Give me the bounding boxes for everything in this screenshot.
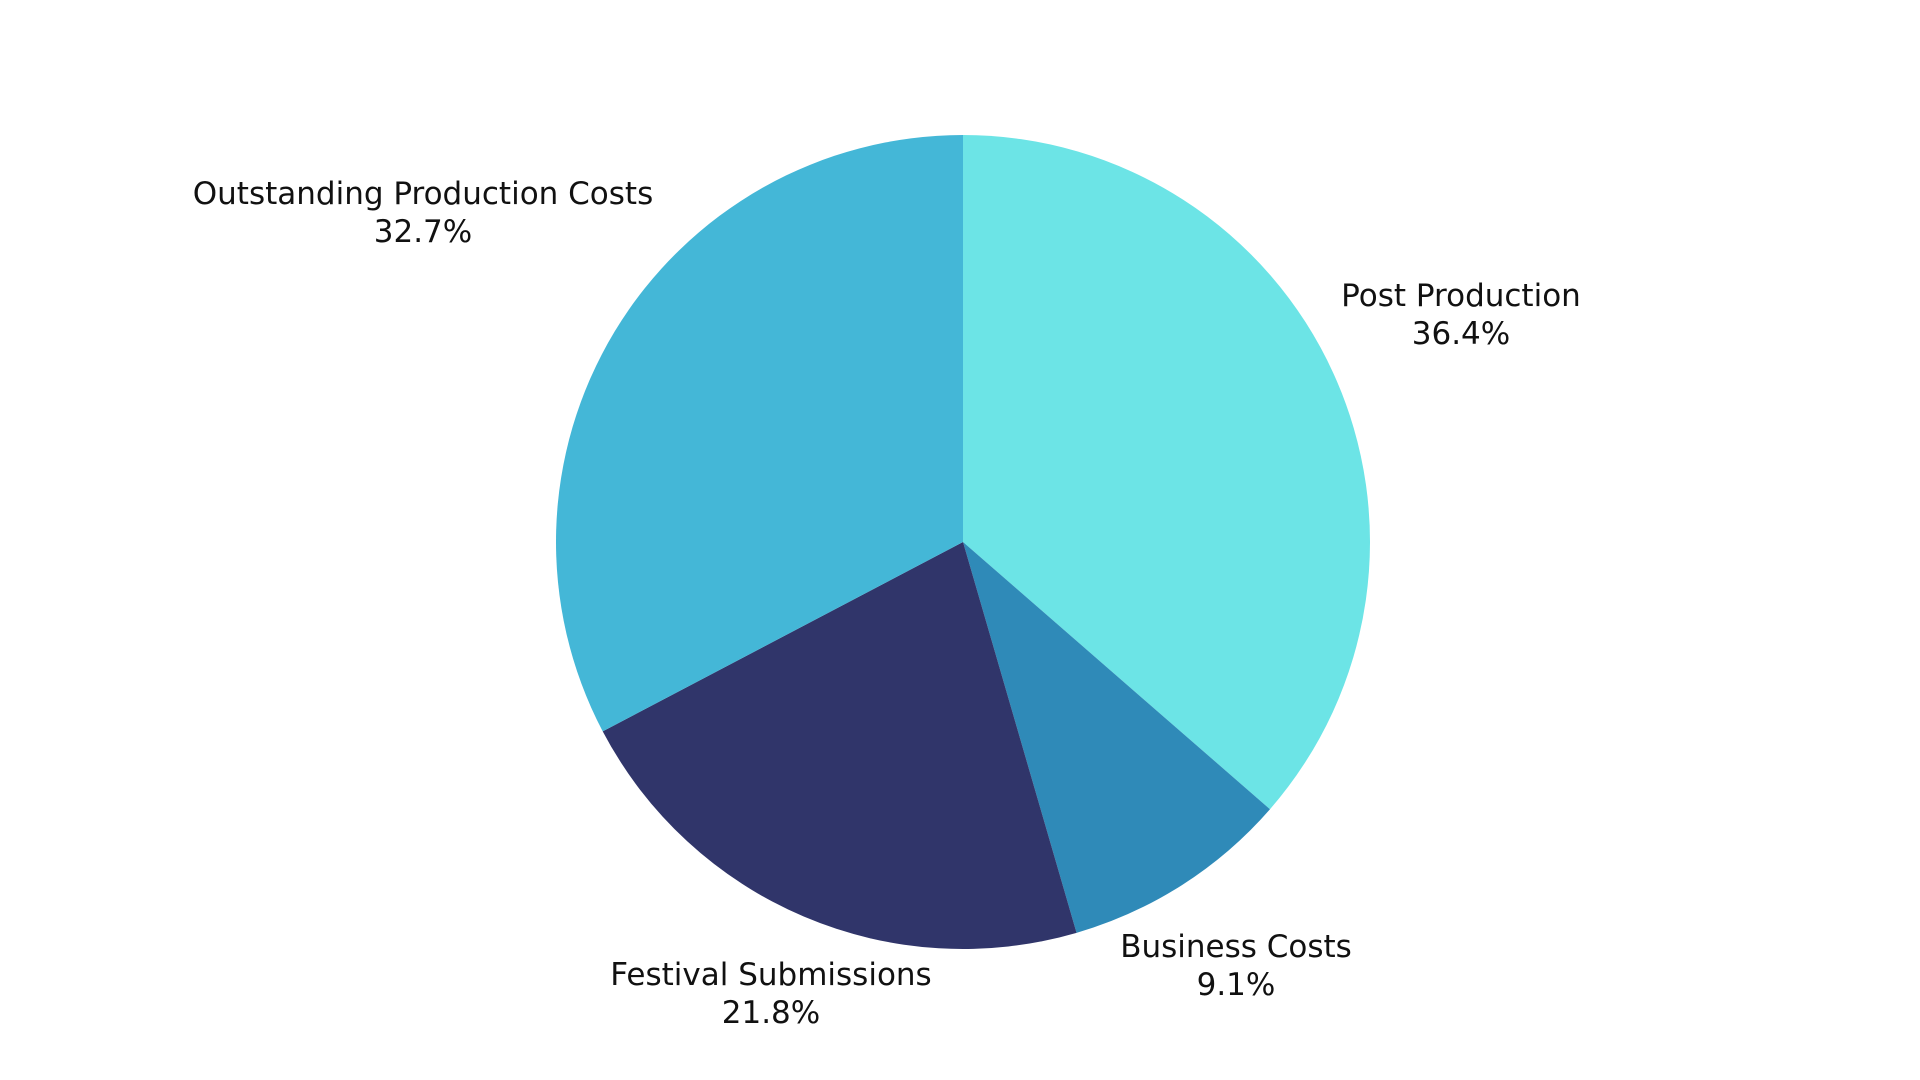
pie-slice-post-production <box>963 135 1370 810</box>
slice-label-outstanding-production-costs: Outstanding Production Costs 32.7% <box>193 175 653 251</box>
slice-label-percent: 32.7% <box>373 214 473 250</box>
slice-label-post-production: Post Production 36.4% <box>1341 277 1581 353</box>
pie-slices <box>555 135 1370 950</box>
pie-slice-business-costs <box>963 542 1270 933</box>
slice-label-name: Business Costs <box>1120 929 1352 965</box>
slice-label-percent: 36.4% <box>1411 316 1511 352</box>
slice-label-name: Outstanding Production Costs <box>192 176 654 212</box>
slice-label-name: Festival Submissions <box>610 957 932 993</box>
pie-slice-festival-submissions <box>602 542 1077 950</box>
slice-label-percent: 21.8% <box>721 995 821 1031</box>
slice-label-percent: 9.1% <box>1196 967 1276 1003</box>
pie-slice-outstanding-production-costs <box>555 135 963 732</box>
slice-label-business-costs: Business Costs 9.1% <box>1120 928 1352 1004</box>
slice-label-name: Post Production <box>1341 278 1581 314</box>
slice-label-festival-submissions: Festival Submissions 21.8% <box>610 956 931 1032</box>
